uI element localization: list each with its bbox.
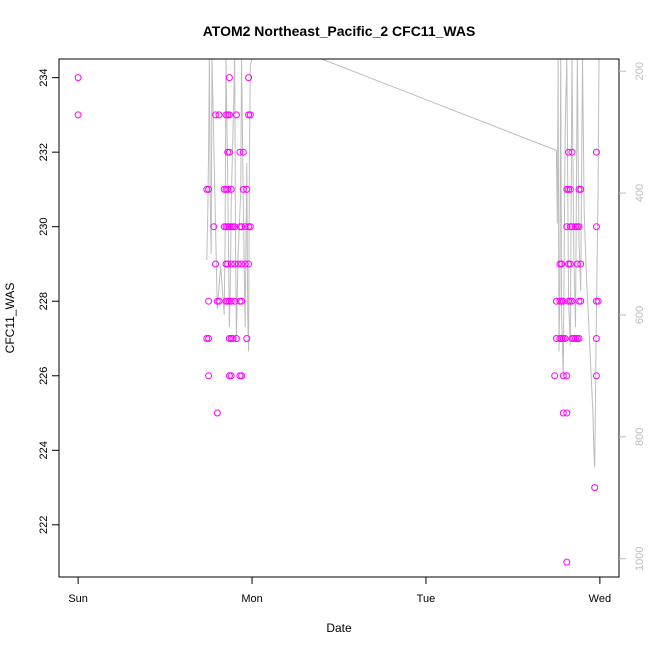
x-axis-label: Date bbox=[326, 621, 352, 635]
y2-tick-label: 400 bbox=[634, 184, 646, 202]
y-tick-label: 232 bbox=[38, 143, 50, 161]
x-tick-label: Sun bbox=[68, 593, 88, 605]
y-tick-label: 226 bbox=[38, 367, 50, 385]
y-tick-label: 234 bbox=[38, 68, 50, 86]
x-tick-label: Mon bbox=[241, 593, 262, 605]
chart-title: ATOM2 Northeast_Pacific_2 CFC11_WAS bbox=[203, 23, 476, 39]
y-tick-label: 222 bbox=[38, 516, 50, 534]
y-axis-label: CFC11_WAS bbox=[3, 283, 17, 354]
y2-tick-label: 600 bbox=[634, 306, 646, 324]
y-tick-label: 230 bbox=[38, 218, 50, 236]
y2-tick-label: 1000 bbox=[634, 546, 646, 570]
x-tick-label: Wed bbox=[589, 593, 611, 605]
y2-tick-label: 800 bbox=[634, 428, 646, 446]
y-tick-label: 224 bbox=[38, 441, 50, 459]
x-tick-label: Tue bbox=[417, 593, 436, 605]
y2-tick-label: 200 bbox=[634, 62, 646, 80]
y-tick-label: 228 bbox=[38, 292, 50, 310]
